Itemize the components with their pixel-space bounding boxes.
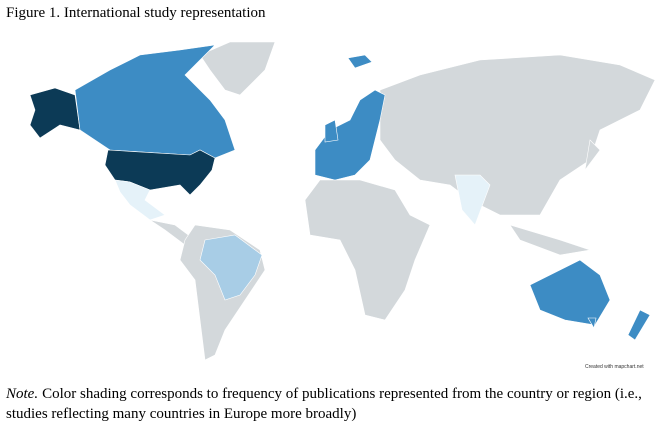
new-zealand [627,309,651,341]
figure-note: Note. Color shading corresponds to freque… [6,384,646,424]
india [454,174,491,226]
asia [379,54,656,216]
note-text: Color shading corresponds to frequency o… [6,386,642,422]
southeast-asia [509,224,591,256]
japan [584,139,601,171]
europe [314,89,386,181]
mexico [114,179,166,221]
tasmania [587,317,597,329]
australia [529,259,611,326]
figure-title: Figure 1. International study representa… [6,5,266,21]
africa [304,179,431,321]
note-label: Note. [6,386,39,402]
map-credit: Created with mapchart.net [585,364,644,370]
united-kingdom [324,119,339,143]
greenland [199,41,276,96]
brazil [199,234,263,301]
iceland [347,54,373,69]
alaska [29,87,81,139]
world-map: Created with mapchart.net [29,41,656,370]
